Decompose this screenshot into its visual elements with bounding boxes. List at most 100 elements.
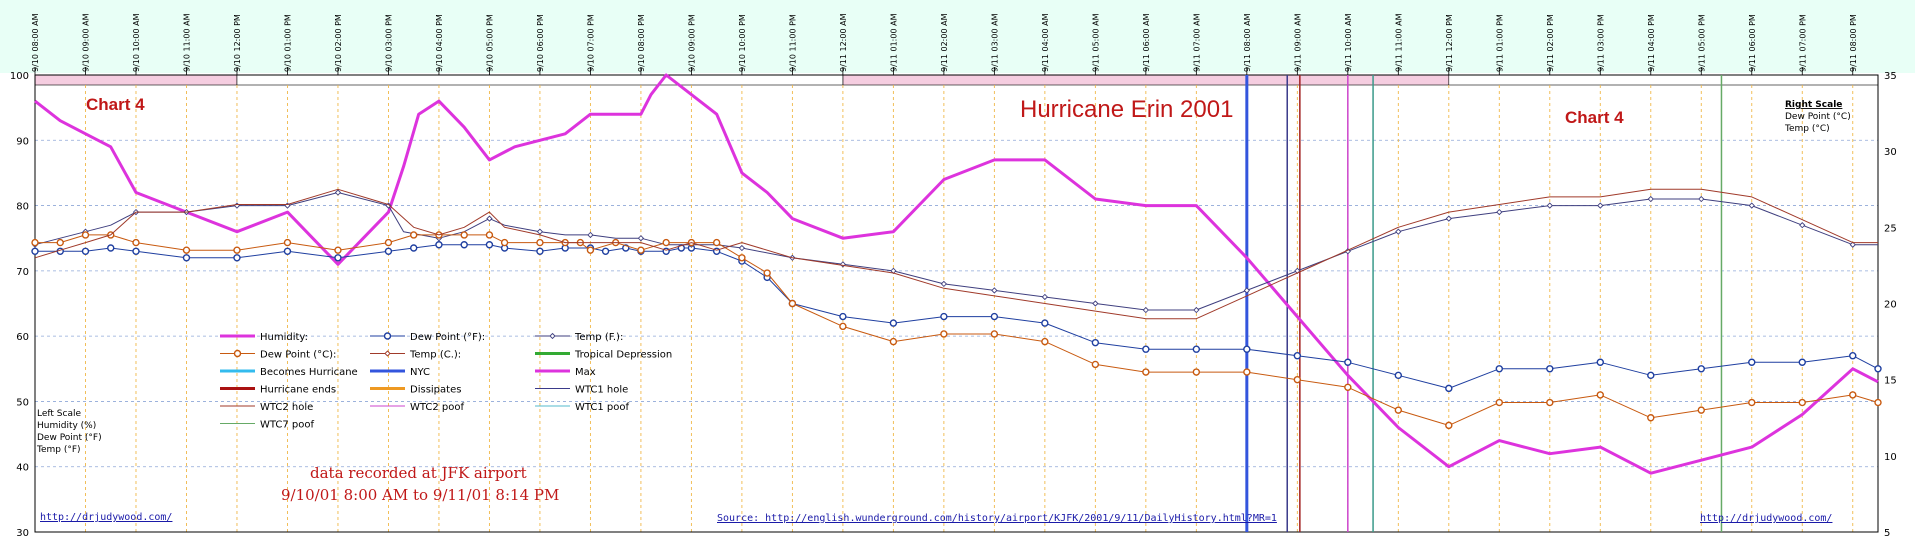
- x-tick-label: 9/10 08:00 PM: [637, 14, 646, 72]
- data-point: [889, 337, 898, 346]
- x-tick-labels: 9/10 08:00 AM 9/10 09:00 AM 9/10 10:00 AM 9…: [31, 13, 1858, 72]
- x-tick-label: 9/11 07:00 AM: [1192, 13, 1201, 72]
- left-scale-note: Left Scale Humidity (%) Dew Point (°F) T…: [36, 409, 102, 455]
- data-point: [485, 241, 494, 249]
- x-tick-label: 9/10 08:00 AM: [31, 13, 40, 72]
- series-line: [35, 244, 1879, 389]
- legend-label: Temp (F.):: [574, 332, 623, 343]
- note-line-1: data recorded at JFK airport: [310, 464, 527, 482]
- data-point: [1041, 293, 1048, 301]
- left-axis-ticks: 30 40 50 60 70 80 90 100: [10, 71, 29, 539]
- data-point: [1445, 384, 1453, 393]
- x-tick-label: 9/11 11:00 AM: [1394, 13, 1403, 72]
- y-left-tick-label: 100: [10, 71, 29, 82]
- data-point: [889, 319, 898, 327]
- data-point: [334, 254, 342, 262]
- x-tick-label: 9/11 06:00 PM: [1748, 14, 1757, 72]
- data-point: [1546, 202, 1553, 209]
- data-point: [549, 332, 556, 340]
- x-tick-label: 9/11 07:00 PM: [1798, 14, 1807, 72]
- data-point: [1546, 398, 1554, 407]
- data-point: [56, 238, 64, 247]
- data-point: [132, 238, 140, 247]
- data-point: [1748, 358, 1756, 366]
- header-background: [0, 0, 1915, 73]
- data-point: [1799, 222, 1806, 229]
- right-axis-ticks: 5 10 15 20 25 30 35: [1884, 71, 1897, 539]
- x-tick-label: 9/10 06:00 PM: [536, 14, 545, 72]
- data-point: [132, 247, 140, 255]
- source-link[interactable]: Source: http://english.wunderground.com/…: [717, 513, 1277, 524]
- data-point: [233, 254, 241, 262]
- data-point: [1698, 195, 1705, 203]
- y-left-tick-label: 80: [16, 202, 29, 213]
- data-point: [839, 261, 847, 268]
- data-point: [409, 244, 418, 252]
- y-right-tick-label: 10: [1884, 452, 1897, 463]
- data-point: [839, 312, 847, 321]
- x-tick-label: 9/11 01:00 AM: [889, 13, 898, 72]
- data-point: [1495, 365, 1504, 373]
- x-tick-label: 9/10 10:00 AM: [132, 13, 141, 72]
- x-tick-label: 9/11 04:00 PM: [1647, 14, 1656, 72]
- data-point: [1243, 287, 1250, 294]
- data-point: [460, 241, 468, 249]
- y-right-tick-label: 20: [1884, 300, 1897, 311]
- data-point: [1596, 358, 1604, 366]
- data-point: [1546, 365, 1554, 373]
- site-link-left[interactable]: http://drjudywood.com/: [40, 512, 172, 523]
- data-point: [1092, 300, 1099, 307]
- data-point: [384, 238, 393, 247]
- data-point: [81, 247, 90, 255]
- data-point: [1874, 365, 1882, 373]
- y-left-tick-label: 70: [16, 267, 29, 278]
- data-point: [1849, 391, 1857, 399]
- data-point: [990, 330, 999, 338]
- data-point: [586, 246, 595, 254]
- data-point: [383, 332, 392, 340]
- data-point: [1445, 421, 1453, 430]
- plot-frame: [34, 74, 1879, 533]
- left-scale-heading: Left Scale: [37, 409, 81, 419]
- x-tick-label: 9/11 08:00 AM: [1243, 13, 1252, 72]
- site-link-right[interactable]: http://drjudywood.com/: [1700, 513, 1832, 524]
- data-point: [1344, 358, 1352, 366]
- data-point: [587, 231, 594, 239]
- data-point: [839, 322, 847, 331]
- x-tick-label: 9/11 05:00 PM: [1697, 14, 1706, 72]
- data-point: [1243, 368, 1251, 376]
- x-tick-label: 9/11 01:00 PM: [1495, 14, 1504, 72]
- left-scale-humidity: Humidity (%): [37, 421, 96, 431]
- data-point: [1849, 352, 1857, 360]
- data-point: [940, 330, 948, 338]
- legend-label: WTC1 hole: [575, 385, 628, 396]
- x-tick-label: 9/10 05:00 PM: [485, 14, 494, 72]
- data-point: [1142, 306, 1149, 314]
- data-point: [1798, 398, 1806, 407]
- y-left-tick-label: 30: [16, 528, 29, 539]
- data-point: [536, 238, 544, 247]
- data-point: [107, 244, 115, 252]
- legend-label: Dissipates: [410, 385, 461, 396]
- x-tick-label: 9/11 10:00 AM: [1344, 13, 1353, 72]
- x-tick-label: 9/10 11:00 AM: [182, 13, 191, 72]
- y-left-tick-label: 60: [16, 332, 29, 343]
- data-point: [1496, 208, 1503, 216]
- x-tick-label: 9/10 03:00 PM: [384, 14, 393, 72]
- x-tick-label: 9/11 02:00 PM: [1546, 14, 1555, 72]
- left-scale-temp: Temp (°F): [36, 445, 81, 455]
- data-point: [1647, 414, 1655, 422]
- x-tick-label: 9/10 10:00 PM: [738, 14, 747, 72]
- data-point: [1697, 365, 1705, 373]
- data-point: [763, 269, 771, 277]
- data-point: [738, 244, 746, 252]
- y-left-tick-label: 50: [16, 397, 29, 408]
- data-point: [1091, 360, 1100, 369]
- data-point: [1597, 202, 1604, 209]
- data-point: [1394, 371, 1403, 380]
- data-point: [991, 287, 998, 294]
- data-point: [1748, 202, 1755, 209]
- legend-label: Max: [575, 367, 596, 378]
- legend-label: Hurricane ends: [260, 385, 336, 396]
- data-point: [1394, 406, 1403, 414]
